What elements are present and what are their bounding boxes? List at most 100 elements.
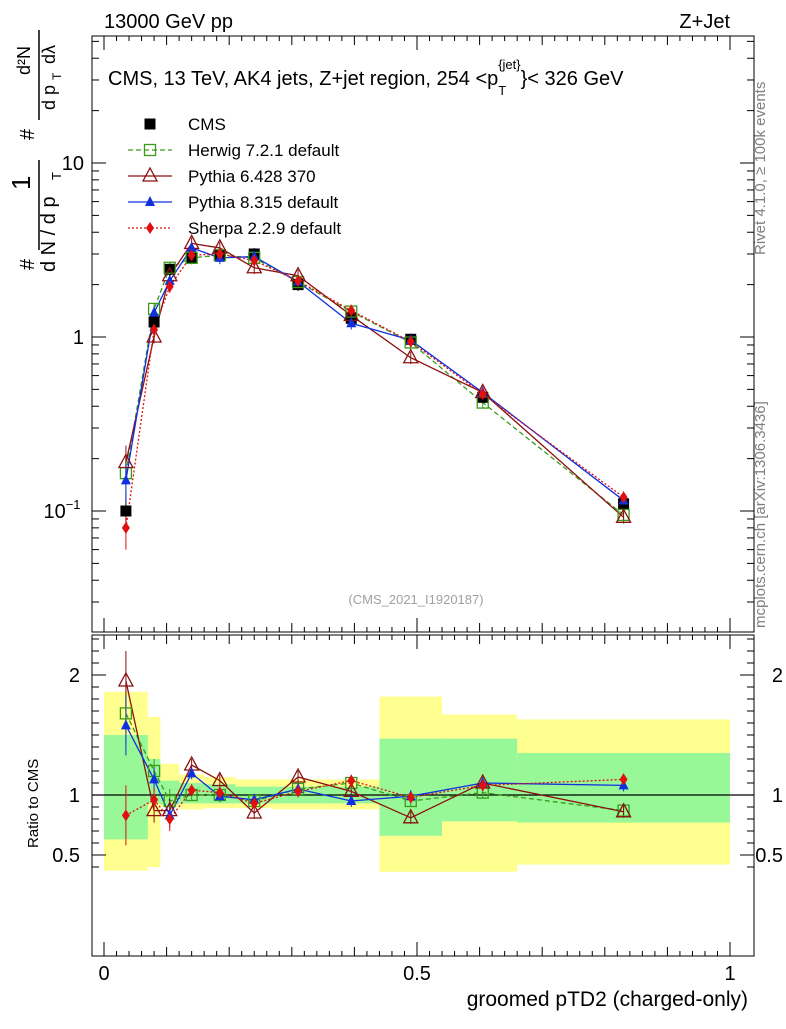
sherpa-point <box>150 323 159 336</box>
plot-title: CMS, 13 TeV, AK4 jets, Z+jet region, 254… <box>108 57 624 98</box>
pythia8-point <box>120 474 131 485</box>
legend-label: CMS <box>188 115 226 134</box>
legend: CMS Herwig 7.2.1 default Pythia 6.428 370 P… <box>128 115 341 238</box>
pythia8-point <box>120 719 131 730</box>
herwig-point <box>119 707 133 720</box>
legend-label: Pythia 8.315 default <box>188 193 339 212</box>
ratio-y-tick-label: 0.5 <box>52 845 80 867</box>
pythia6-point <box>615 507 632 523</box>
svg-text:d²N: d²N <box>14 46 34 75</box>
pythia6-point <box>615 802 632 818</box>
sherpa-point <box>478 388 487 401</box>
cms-point <box>164 263 176 275</box>
sherpa-point <box>215 786 224 799</box>
y-tick-label: 10 <box>62 153 84 175</box>
sherpa-point <box>165 813 174 825</box>
herwig-line <box>125 254 624 516</box>
herwig-point <box>143 143 157 157</box>
cms-point <box>120 505 132 517</box>
header-left: 13000 GeV pp <box>104 11 233 33</box>
sherpa-point <box>165 280 174 293</box>
legend-entry-herwig: Herwig 7.2.1 default <box>128 141 339 160</box>
cms-point <box>148 316 160 328</box>
x-axis-label: groomed pTD2 (charged-only) <box>467 988 748 1011</box>
pythia6-point <box>145 327 163 343</box>
svg-text:d p: d p <box>39 85 59 110</box>
pythia8-point <box>145 196 155 206</box>
x-tick-label: 1 <box>724 963 735 985</box>
sherpa-point <box>146 222 154 234</box>
herwig-ratio-line <box>125 713 624 812</box>
sherpa-point <box>406 791 415 804</box>
pythia8-point <box>346 795 357 805</box>
sherpa-point <box>406 335 415 348</box>
pythia8-line <box>125 247 624 501</box>
svg-text:#: # <box>17 128 39 140</box>
sherpa-point <box>250 254 259 267</box>
pythia6-line <box>125 242 625 518</box>
mcplots-credit: mcplots.cern.ch [arXiv:1306.3436] <box>752 401 769 628</box>
rivet-credit: Rivet 4.1.0, ≥ 100k events <box>752 82 769 255</box>
sherpa-point <box>121 521 130 534</box>
sherpa-line <box>125 253 624 528</box>
legend-label: Sherpa 2.2.9 default <box>188 219 341 238</box>
cms-point <box>144 118 156 130</box>
legend-entry-cms: CMS <box>144 115 226 134</box>
pythia6-point <box>145 801 163 817</box>
svg-text:dλ: dλ <box>39 45 59 64</box>
sherpa-point <box>478 779 487 792</box>
svg-text:d N / d p: d N / d p <box>38 196 60 272</box>
ratio-y-tick-label-right: 2 <box>772 665 783 687</box>
pythia8-point <box>149 306 160 317</box>
pythia6-point <box>402 348 419 364</box>
header-right: Z+Jet <box>679 11 730 33</box>
pythia8-point <box>186 241 197 252</box>
sherpa-point <box>215 247 224 260</box>
pythia6-point <box>402 808 419 824</box>
x-tick-label: 0.5 <box>403 963 431 985</box>
ratio-y-tick-label-right: 0.5 <box>755 845 783 867</box>
pythia6-point <box>246 803 263 819</box>
sherpa-point <box>187 784 196 797</box>
ratio-y-tick-label: 1 <box>69 785 80 807</box>
sherpa-point <box>121 809 130 822</box>
herwig-point <box>163 794 176 808</box>
x-tick-label: 0 <box>98 963 109 985</box>
sherpa-point <box>250 797 259 810</box>
pythia8-point <box>346 317 357 328</box>
sherpa-point <box>619 491 628 504</box>
legend-label: Pythia 6.428 370 <box>188 167 316 186</box>
pythia6-point <box>141 166 159 182</box>
sherpa-point <box>150 793 159 806</box>
pythia6-point <box>289 767 307 783</box>
legend-entry-pythia6: Pythia 6.428 370 <box>128 166 316 186</box>
sherpa-point <box>187 249 196 262</box>
sherpa-point <box>347 774 356 787</box>
sherpa-point <box>294 785 303 798</box>
herwig-point <box>163 261 176 274</box>
ratio-y-tick-label-right: 1 <box>772 785 783 807</box>
sherpa-point <box>294 274 303 287</box>
pythia6-point <box>117 453 134 469</box>
svg-text:1: 1 <box>6 176 36 190</box>
sherpa-point <box>619 773 628 786</box>
ratio-y-tick-label: 2 <box>69 665 80 687</box>
pythia8-point <box>149 773 160 784</box>
pythia6-point <box>211 771 228 787</box>
pythia8-point <box>186 767 197 778</box>
y-tick-label: 1 <box>73 327 84 349</box>
legend-entry-pythia8: Pythia 8.315 default <box>128 193 339 212</box>
svg-text:#: # <box>17 258 39 270</box>
svg-text:T: T <box>49 172 64 180</box>
legend-label: Herwig 7.2.1 default <box>188 141 339 160</box>
pythia6-point <box>246 258 263 274</box>
ratio-y-label: Ratio to CMS <box>25 759 42 848</box>
main-y-label: # 1 d N / d p T # d²N d p T dλ <box>6 30 64 272</box>
svg-text:T: T <box>50 72 64 80</box>
analysis-watermark: (CMS_2021_I1920187) <box>348 592 483 607</box>
pythia8-point <box>164 274 175 285</box>
sherpa-point <box>347 304 356 317</box>
legend-entry-sherpa: Sherpa 2.2.9 default <box>128 219 341 238</box>
y-tick-label: 10−1 <box>43 497 80 523</box>
